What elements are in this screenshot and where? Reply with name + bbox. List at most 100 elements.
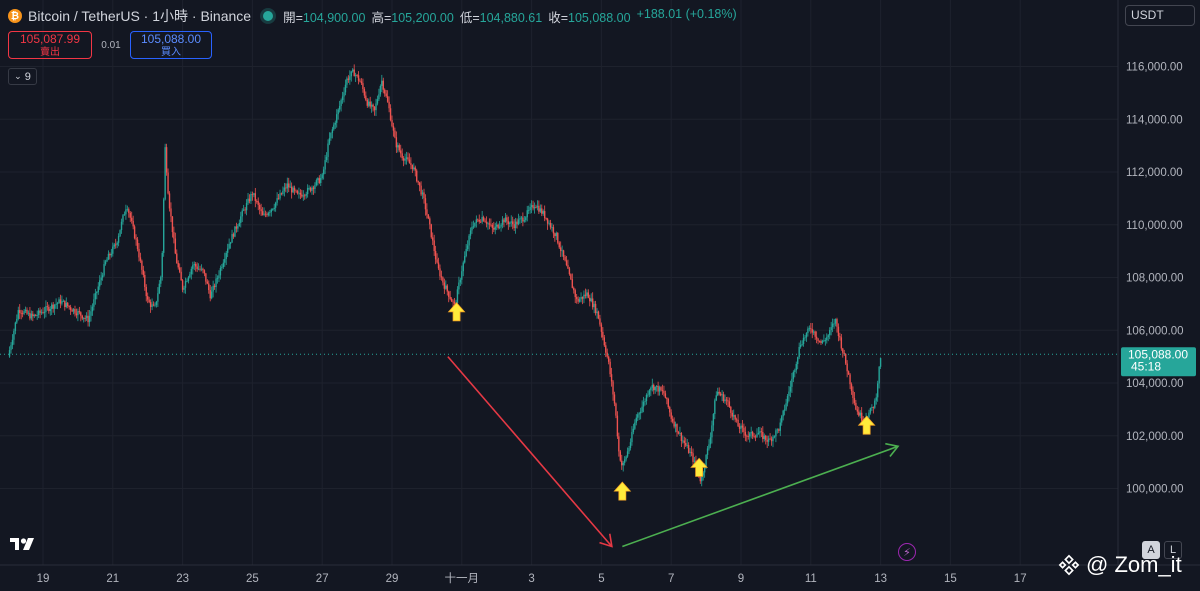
- candle-body: [405, 157, 408, 159]
- candle-body: [715, 395, 717, 401]
- candle-body: [378, 94, 380, 100]
- price-axis[interactable]: [1118, 0, 1200, 565]
- candle-body: [305, 194, 307, 196]
- candle-body: [538, 205, 540, 212]
- candle-body: [623, 459, 626, 463]
- candle-body: [445, 285, 447, 289]
- lightning-icon[interactable]: ⚡: [898, 543, 916, 561]
- trend-arrow-line: [622, 445, 899, 548]
- time-axis[interactable]: [0, 565, 1118, 591]
- candle-body: [565, 260, 568, 266]
- candle-body: [679, 432, 681, 434]
- candle-body: [798, 346, 800, 358]
- candle-body: [131, 217, 133, 221]
- candle-body: [763, 435, 765, 439]
- candle-body: [657, 385, 659, 392]
- candle-body: [747, 436, 749, 437]
- candle-body: [39, 310, 41, 313]
- grid-lines: [0, 0, 1118, 565]
- candle-body: [416, 170, 418, 182]
- candle-body: [324, 160, 326, 170]
- candle-body: [402, 158, 405, 161]
- symbol-title[interactable]: Bitcoin / TetherUS · 1小時 · Binance: [28, 8, 252, 24]
- indicators-toggle[interactable]: ⌄ 9: [8, 68, 37, 85]
- candle-body: [871, 407, 873, 409]
- candle-body: [759, 431, 761, 433]
- candle-body: [167, 172, 169, 194]
- auto-scale-button[interactable]: A: [1142, 541, 1160, 559]
- candle-body: [132, 220, 134, 227]
- candle-body: [477, 219, 479, 221]
- candle-body: [429, 218, 431, 225]
- sell-button[interactable]: 105,087.99 賣出: [8, 31, 92, 59]
- candle-body: [703, 466, 706, 473]
- candle-body: [631, 432, 633, 443]
- candle-body: [359, 80, 361, 82]
- candle-body: [190, 268, 193, 275]
- candle-body: [189, 274, 191, 278]
- candle-body: [308, 187, 310, 189]
- candle-body: [493, 227, 495, 230]
- candle-body: [162, 199, 165, 253]
- candle-body: [587, 292, 590, 298]
- candle-body: [277, 198, 280, 200]
- candle-body: [14, 322, 17, 331]
- up-arrow-marker-icon: [613, 481, 632, 501]
- candle-body: [200, 268, 203, 270]
- candle-body: [868, 412, 870, 418]
- candle-body: [43, 311, 46, 313]
- candle-body: [632, 428, 635, 433]
- candle-body: [17, 310, 19, 319]
- candle-body: [509, 222, 511, 224]
- candle-body: [107, 253, 110, 260]
- candle-body: [564, 256, 566, 261]
- candle-body: [349, 76, 351, 80]
- currency-selector[interactable]: USDT: [1125, 5, 1195, 26]
- candle-body: [578, 299, 581, 302]
- buy-button[interactable]: 105,088.00 買入: [130, 31, 212, 59]
- candle-body: [786, 396, 789, 404]
- ohlc-values: 開=104,900.00 高=105,200.00 低=104,880.61 收…: [283, 7, 737, 26]
- candle-body: [532, 205, 534, 209]
- candle-body: [503, 219, 505, 223]
- candle-body: [85, 315, 88, 318]
- x-tick-label: 5: [598, 573, 604, 585]
- log-scale-button[interactable]: L: [1164, 541, 1182, 559]
- candle-body: [187, 277, 190, 281]
- candle-body: [600, 324, 603, 332]
- candle-body: [619, 451, 622, 461]
- candle-body: [596, 311, 598, 314]
- candle-body: [570, 274, 572, 280]
- candle-body: [660, 387, 662, 391]
- candle-body: [373, 106, 376, 111]
- candle-body: [584, 294, 587, 296]
- candle-body: [775, 430, 777, 437]
- y-tick-label: 116,000.00: [1126, 62, 1183, 74]
- candle-body: [257, 201, 259, 205]
- candle-body: [554, 233, 556, 237]
- candle-body: [157, 293, 159, 302]
- watermark-text: @ Zom_it: [1086, 552, 1182, 577]
- tradingview-logo-icon: [10, 538, 34, 550]
- candle-body: [791, 378, 793, 387]
- candle-body: [420, 185, 422, 195]
- candle-body: [552, 227, 555, 234]
- candle-body: [302, 195, 304, 197]
- candle-body: [49, 308, 51, 312]
- candle-body: [580, 297, 582, 300]
- candle-body: [181, 280, 184, 290]
- candle-body: [647, 394, 649, 396]
- trend-arrow-line: [447, 356, 613, 548]
- candle-body: [261, 211, 264, 215]
- candle-body: [27, 312, 30, 314]
- candle-body: [69, 307, 72, 310]
- candle-body: [13, 330, 15, 340]
- candle-body: [222, 262, 225, 268]
- candle-body: [465, 249, 467, 257]
- candle-body: [273, 207, 275, 210]
- candle-body: [708, 444, 710, 449]
- candle-body: [453, 301, 456, 304]
- up-arrow-marker-icon: [690, 457, 709, 477]
- candle-body: [250, 193, 252, 202]
